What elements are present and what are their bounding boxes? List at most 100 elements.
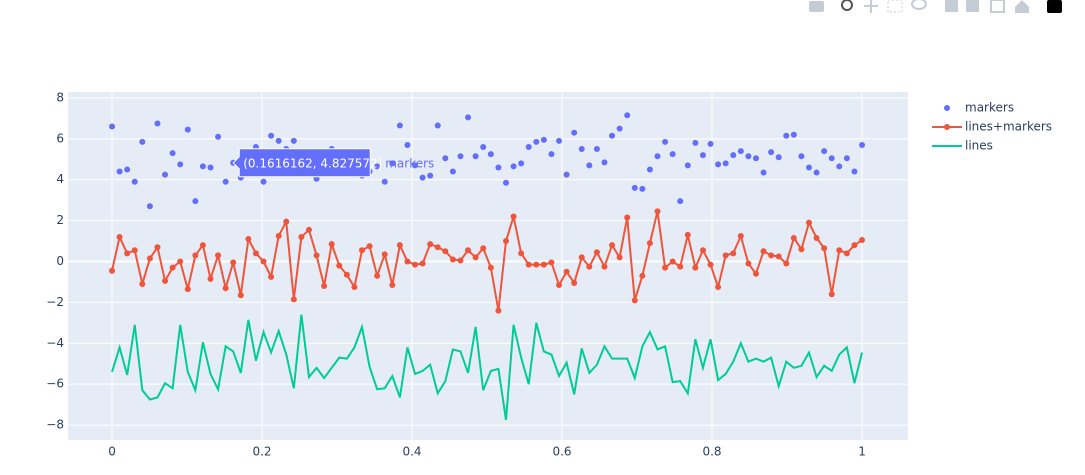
marker [790, 234, 797, 241]
marker [146, 203, 153, 210]
marker [760, 169, 767, 176]
pan-button[interactable] [864, 0, 878, 13]
marker [722, 252, 729, 259]
marker [192, 198, 199, 205]
y-tick-label: 0 [56, 254, 64, 268]
marker [199, 242, 206, 249]
marker [533, 261, 540, 268]
marker [442, 155, 449, 162]
marker [821, 245, 828, 252]
marker [806, 164, 812, 171]
x-tick-label: 0.8 [702, 445, 721, 459]
marker [260, 178, 267, 185]
marker [109, 123, 116, 130]
marker [646, 166, 653, 173]
marker [313, 252, 320, 259]
marker [230, 259, 237, 266]
marker [215, 133, 222, 140]
marker [434, 244, 441, 251]
zoom-button[interactable] [841, 0, 853, 11]
marker [207, 164, 214, 171]
marker [745, 153, 752, 160]
marker [609, 132, 616, 139]
modebar [809, 0, 1062, 13]
marker [548, 151, 555, 158]
line [111, 314, 863, 421]
marker [662, 138, 669, 145]
marker [593, 146, 600, 153]
marker [828, 155, 835, 162]
marker [631, 184, 638, 191]
marker [252, 250, 259, 257]
marker [540, 136, 547, 143]
marker [775, 253, 782, 260]
marker [215, 252, 222, 259]
marker [548, 259, 555, 266]
marker [783, 260, 790, 267]
marker [737, 148, 744, 155]
marker [563, 171, 570, 178]
y-tick-label: −8 [46, 418, 64, 432]
zoom-out-button[interactable] [966, 0, 979, 12]
marker [768, 149, 775, 156]
marker [207, 275, 214, 282]
marker [381, 251, 388, 258]
y-tick-label: 8 [56, 90, 64, 104]
marker [768, 252, 775, 259]
marker [556, 282, 563, 289]
marker [131, 247, 138, 254]
marker [843, 250, 850, 257]
marker [237, 292, 244, 299]
x-tick-label: 0.6 [552, 445, 571, 459]
x-tick-label: 0.4 [402, 445, 421, 459]
reset-button[interactable] [1015, 0, 1029, 13]
marker [684, 231, 691, 238]
marker [268, 132, 275, 139]
marker [351, 284, 358, 291]
marker [556, 137, 563, 144]
marker [707, 261, 714, 268]
camera-button[interactable] [809, 1, 824, 12]
tooltip-label: (0.1616162, 4.827572) [243, 156, 382, 170]
marker [836, 247, 843, 254]
marker [715, 284, 722, 291]
autoscale-button[interactable] [990, 0, 1005, 13]
marker [578, 146, 585, 153]
marker [336, 262, 343, 269]
marker [525, 261, 532, 268]
marker [427, 172, 434, 179]
marker [495, 307, 502, 314]
plotly-logo[interactable] [1047, 0, 1062, 13]
marker [412, 261, 419, 268]
marker [169, 264, 176, 271]
marker [199, 163, 206, 170]
marker [851, 168, 858, 175]
marker [222, 178, 229, 185]
y-tick-label: −6 [46, 377, 64, 391]
marker [472, 153, 479, 160]
line [111, 211, 863, 311]
x-tick-label: 1 [858, 445, 866, 459]
marker [821, 148, 828, 155]
marker [487, 264, 494, 271]
marker [283, 218, 290, 225]
marker [752, 155, 759, 162]
lasso-button[interactable] [911, 0, 927, 10]
zoom-in-button[interactable] [945, 0, 958, 12]
marker [275, 232, 282, 239]
marker [730, 250, 737, 257]
marker [343, 271, 350, 278]
box-select-button[interactable] [887, 0, 903, 13]
marker [268, 273, 275, 280]
marker [503, 238, 509, 245]
tooltip-box [232, 148, 371, 178]
marker [752, 270, 759, 277]
marker [684, 162, 691, 169]
marker [677, 198, 684, 205]
marker [601, 159, 608, 166]
marker [813, 169, 820, 176]
marker [109, 267, 116, 274]
marker [722, 160, 729, 167]
x-tick-label: 0 [108, 445, 116, 459]
marker [389, 282, 396, 289]
